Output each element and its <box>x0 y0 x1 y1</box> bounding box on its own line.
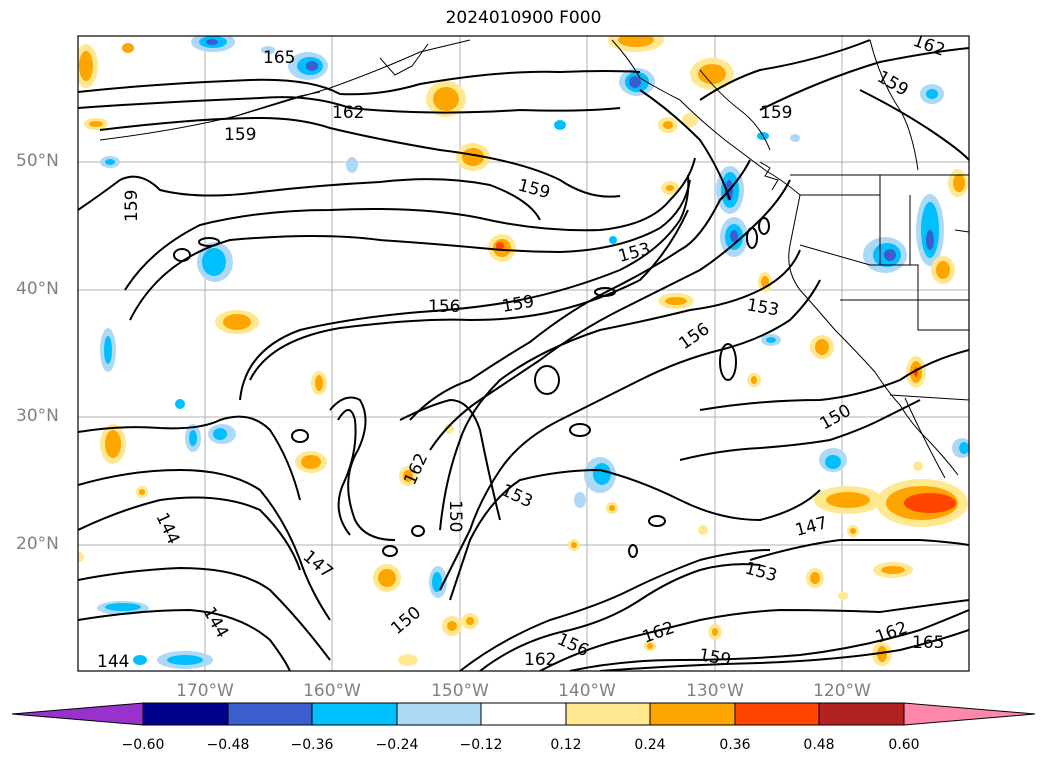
contour-label: 144 <box>97 652 129 672</box>
lon-label: 140°W <box>558 681 616 701</box>
contour-label: 162 <box>400 450 432 488</box>
lon-label: 130°W <box>686 681 744 701</box>
colorbar-segment <box>818 702 905 726</box>
map-title: 2024010900 F000 <box>445 8 602 28</box>
contour-label: 162 <box>332 103 364 123</box>
colorbar-tick: 0.24 <box>634 737 666 753</box>
contour-label: 147 <box>793 513 830 541</box>
lon-label: 160°W <box>303 681 361 701</box>
colorbar-tick: −0.48 <box>206 737 250 753</box>
colorbar-segment <box>142 702 229 726</box>
colorbar-tick: −0.36 <box>290 737 334 753</box>
contour-label: 153 <box>745 295 780 320</box>
gridlines <box>78 36 969 671</box>
colorbar-segment <box>734 702 820 726</box>
colorbar-tick: 0.12 <box>550 737 582 753</box>
contour-label: 150 <box>817 401 855 435</box>
contour-label: 162 <box>873 618 910 648</box>
lon-label: 150°W <box>431 681 489 701</box>
colorbar-segment <box>649 702 736 726</box>
contour-label: 153 <box>498 480 536 512</box>
colorbar-segment <box>396 702 482 726</box>
contour-label: 150 <box>387 603 425 639</box>
contour-label: 159 <box>516 176 553 204</box>
contour-label: 159 <box>224 125 256 145</box>
lat-label: 40°N <box>16 279 59 299</box>
colorbar-segment <box>480 702 567 726</box>
colorbar-tick: −0.60 <box>121 737 165 753</box>
colorbar-tick: 0.48 <box>803 737 835 753</box>
colorbar-segment <box>311 702 398 726</box>
colorbar-tick: −0.12 <box>459 737 503 753</box>
map-frame <box>77 35 970 672</box>
lat-label: 50°N <box>16 151 59 171</box>
contour-label: 144 <box>151 510 183 548</box>
contour-label: 159 <box>697 645 732 670</box>
colorbar-tick: −0.24 <box>375 737 419 753</box>
colorbar-segment <box>227 702 313 726</box>
colorbar-tick: 0.36 <box>719 737 751 753</box>
colorbar-segment <box>565 702 651 726</box>
contour-label: 144 <box>199 604 233 642</box>
contour-label: 156 <box>428 297 460 317</box>
colorbar-extend-high <box>903 702 1036 726</box>
lat-label: 20°N <box>16 534 59 554</box>
contour-label: 159 <box>122 190 142 222</box>
contour-label: 153 <box>743 559 780 587</box>
colorbar-tick: 0.60 <box>888 737 920 753</box>
contour-label: 165 <box>912 633 944 653</box>
contour-label: 162 <box>640 618 677 648</box>
colorbar-extend-low <box>11 702 144 726</box>
lat-label: 30°N <box>16 406 59 426</box>
colorbar <box>11 702 1036 726</box>
contour-label: 159 <box>760 103 792 123</box>
contour-label: 150 <box>445 500 465 532</box>
contour-label: 156 <box>675 319 713 354</box>
contour-label: 162 <box>524 650 556 670</box>
lon-label: 120°W <box>813 681 871 701</box>
contour-rings <box>173 217 770 558</box>
lon-label: 170°W <box>176 681 234 701</box>
contour-lines <box>78 39 969 671</box>
contour-label: 159 <box>874 67 912 101</box>
contour-label: 159 <box>500 292 535 317</box>
coastlines <box>99 39 969 479</box>
contour-label: 165 <box>263 48 295 68</box>
shaded-field <box>78 36 969 669</box>
contour-label: 147 <box>299 547 337 583</box>
